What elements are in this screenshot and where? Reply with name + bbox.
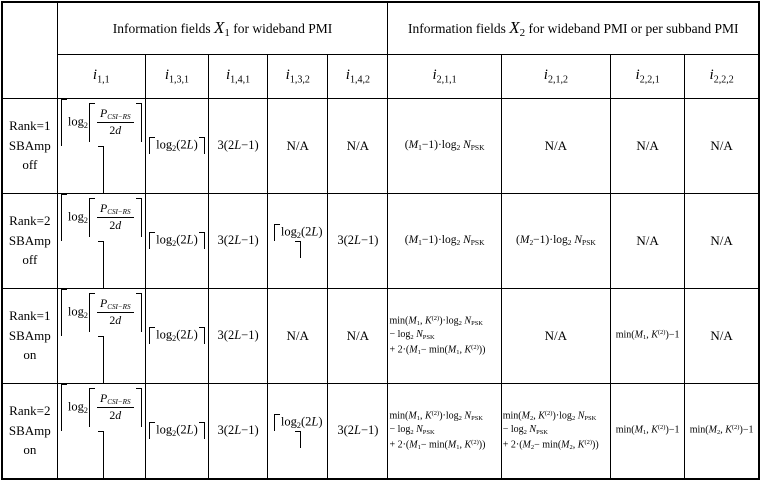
cell-ceil_log_p: log2 PCSI−RS 2d (56, 97, 146, 194)
cell-ceil_log_2l: log2(2L) (144, 287, 210, 384)
table-row: Rank=1 SBAmp on log2 PCSI−RS 2d log2(2L) 3(2L−1… (1, 287, 760, 384)
fraction: PCSI−RS 2d (96, 201, 134, 233)
cell-lin_2l: 3(2L−1) (208, 97, 269, 194)
cell-mins_2: min(M2, K(2))−1 (684, 382, 760, 479)
cell-m_1: (M1−1)·log2 NPSK (387, 97, 502, 194)
cell-mins_1: min(M1, K(2))−1 (610, 287, 686, 384)
cell-lin_2l: 3(2L−1) (327, 382, 389, 479)
right-ceiling-bracket (135, 102, 142, 142)
cell-na: N/A (610, 97, 686, 194)
cell-ceil_log_p: log2 PCSI−RS 2d (56, 287, 146, 384)
column-header-i132: i1,3,2 (267, 53, 329, 99)
left-ceiling-bracket (149, 232, 156, 249)
row-label: Rank=2 SBAmp off (1, 192, 58, 289)
left-ceiling-bracket (88, 197, 95, 237)
fraction: PCSI−RS 2d (96, 296, 134, 328)
right-ceiling-bracket (198, 422, 205, 439)
column-header-i142: i1,4,2 (327, 53, 389, 99)
cell-lin_2l: 3(2L−1) (208, 382, 269, 479)
column-header-row: i1,1 i1,3,1 i1,4,1 i1,3,2 i1,4,2 i2,1,1 i2,1,2… (2, 53, 760, 99)
left-ceiling-bracket (60, 383, 67, 431)
cell-na: N/A (500, 97, 612, 194)
right-ceiling-bracket (98, 240, 105, 287)
cell-na: N/A (684, 97, 760, 194)
cell-na: N/A (267, 287, 329, 384)
left-ceiling-bracket (273, 413, 280, 431)
column-header-i11: i1,1 (56, 53, 146, 99)
column-header-i131: i1,3,1 (144, 53, 210, 99)
group-header-x2: Information fields X2 for wideband PMI o… (387, 1, 760, 55)
row-label: Rank=1 SBAmp on (1, 287, 58, 384)
left-ceiling-bracket (88, 102, 95, 142)
cell-ceil_log_2l: log2(2L) (144, 97, 210, 194)
cell-na: N/A (500, 287, 612, 384)
cell-ceil_log_p: log2 PCSI−RS 2d (56, 192, 146, 289)
cell-na: N/A (267, 97, 329, 194)
corner-cell (1, 1, 58, 99)
left-ceiling-bracket (149, 327, 156, 344)
cell-na: N/A (610, 192, 686, 289)
right-ceiling-bracket (198, 327, 205, 344)
right-ceiling-bracket (294, 430, 301, 448)
left-ceiling-bracket (149, 422, 156, 439)
fraction: PCSI−RS 2d (96, 391, 134, 423)
table-row: Rank=2 SBAmp on log2 PCSI−RS 2d log2(2L) 3(2L−1… (1, 382, 760, 479)
cell-na: N/A (327, 287, 389, 384)
right-ceiling-bracket (294, 240, 301, 258)
cell-ceil_log_2l: log2(2L) (267, 192, 329, 289)
cell-ceil_log_2l: log2(2L) (144, 192, 210, 289)
cell-m_1: (M1−1)·log2 NPSK (387, 192, 502, 289)
cell-ceil_log_2l: log2(2L) (267, 382, 329, 479)
cell-lin_2l: 3(2L−1) (208, 287, 269, 384)
cell-m_2: (M2−1)·log2 NPSK (500, 192, 612, 289)
left-ceiling-bracket (88, 292, 95, 332)
right-ceiling-bracket (98, 335, 105, 382)
cell-ceil_log_p: log2 PCSI−RS 2d (56, 382, 146, 479)
group-header-row: Information fields X1 for wideband PMI I… (1, 1, 760, 99)
column-header-i211: i2,1,1 (387, 53, 502, 99)
column-header-i212: i2,1,2 (500, 53, 612, 99)
column-header-i222: i2,2,2 (684, 53, 760, 99)
right-ceiling-bracket (98, 430, 105, 478)
row-label: Rank=1 SBAmp off (1, 97, 58, 194)
row-label: Rank=2 SBAmp on (1, 382, 58, 479)
right-ceiling-bracket (98, 145, 105, 192)
right-ceiling-bracket (135, 197, 142, 237)
column-header-i221: i2,2,1 (610, 53, 686, 99)
cell-min3_1: min(M1, K(2))·log2 NPSK − log2 NPSK + 2·(M… (387, 382, 502, 479)
right-ceiling-bracket (198, 232, 205, 249)
cell-na: N/A (684, 192, 760, 289)
right-ceiling-bracket (135, 292, 142, 332)
cell-na: N/A (684, 287, 760, 384)
table-row: Rank=1 SBAmp off log2 PCSI−RS 2d log2(2L) 3(2L−… (1, 97, 760, 194)
cell-lin_2l: 3(2L−1) (208, 192, 269, 289)
cell-min3_1: min(M1, K(2))·log2 NPSK − log2 NPSK + 2·(M… (387, 287, 502, 384)
table-row: Rank=2 SBAmp off log2 PCSI−RS 2d log2(2L) 3(2L−… (1, 192, 760, 289)
group-header-x1: Information fields X1 for wideband PMI (56, 1, 389, 55)
cell-lin_2l: 3(2L−1) (327, 192, 389, 289)
column-header-i141: i1,4,1 (208, 53, 269, 99)
right-ceiling-bracket (135, 387, 142, 427)
left-ceiling-bracket (60, 194, 67, 241)
right-ceiling-bracket (198, 137, 205, 154)
left-ceiling-bracket (149, 137, 156, 154)
fraction: PCSI−RS 2d (96, 106, 134, 138)
cell-mins_1: min(M1, K(2))−1 (610, 382, 686, 479)
cell-na: N/A (327, 97, 389, 194)
left-ceiling-bracket (273, 223, 280, 241)
left-ceiling-bracket (60, 289, 67, 336)
cell-min3_2: min(M2, K(2))·log2 NPSK − log2 NPSK + 2·(M… (500, 382, 612, 479)
cell-ceil_log_2l: log2(2L) (144, 382, 210, 479)
left-ceiling-bracket (60, 99, 67, 146)
left-ceiling-bracket (88, 387, 95, 427)
